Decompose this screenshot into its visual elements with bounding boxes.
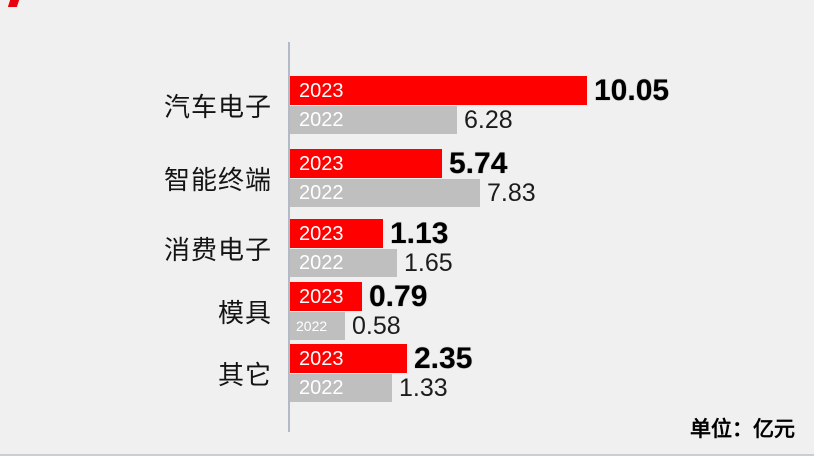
bar-pair: 2023 10.05 2022 6.28: [290, 73, 670, 134]
bar-2022: 2022: [290, 249, 397, 277]
bar-2023: 2023: [290, 219, 383, 248]
bar-year-label-2022: 2022: [299, 182, 344, 204]
category-group: 其它 2023 2.35 2022 1.33: [0, 341, 814, 402]
category-group: 消费电子 2023 1.13 2022 1.65: [0, 216, 814, 277]
bar-year-label-2023: 2023: [299, 152, 344, 175]
category-label: 智能终端: [163, 164, 272, 195]
bar-2023: 2023: [290, 149, 442, 178]
bar-year-label-2022: 2022: [299, 109, 344, 131]
category-group: 汽车电子 2023 10.05 2022 6.28: [0, 73, 814, 134]
value-label-2023: 10.05: [594, 73, 670, 107]
category-group: 模具 2023 0.79 2022 0.58: [0, 279, 814, 340]
bar-pair: 2023 0.79 2022 0.58: [290, 279, 428, 340]
category-group: 智能终端 2023 5.74 2022 7.83: [0, 146, 814, 207]
bar-2023: 2023: [290, 76, 587, 105]
category-label: 模具: [217, 297, 272, 328]
unit-label: 单位：亿元: [690, 418, 795, 441]
value-label-2022: 1.33: [399, 373, 448, 402]
bar-year-label-2022: 2022: [299, 252, 344, 274]
bar-year-label-2023: 2023: [299, 347, 344, 370]
bar-2022: 2022: [290, 374, 392, 402]
bar-row-2022: 2022 6.28: [290, 106, 669, 134]
category-label: 其它: [217, 359, 272, 390]
value-label-2022: 7.83: [487, 178, 536, 207]
bar-2023: 2023: [290, 282, 362, 311]
bar-row-2022: 2022 1.65: [290, 249, 453, 277]
bar-row-2023: 2023 2.35: [290, 341, 473, 375]
value-label-2022: 6.28: [464, 105, 513, 134]
category-label: 消费电子: [163, 234, 272, 265]
value-label-2023: 5.74: [449, 146, 508, 180]
bar-row-2022: 2022 7.83: [290, 179, 536, 207]
bar-2022: 2022: [290, 106, 457, 134]
value-label-2023: 2.35: [414, 341, 473, 375]
bar-2022: 2022: [290, 312, 345, 340]
bar-year-label-2023: 2023: [299, 222, 344, 245]
bar-year-label-2023: 2023: [299, 285, 344, 308]
bar-2023: 2023: [290, 344, 407, 373]
bar-pair: 2023 2.35 2022 1.33: [290, 341, 473, 402]
value-label-2022: 0.58: [352, 311, 401, 340]
bar-row-2023: 2023 10.05: [290, 73, 670, 107]
value-label-2022: 1.65: [404, 248, 453, 277]
bar-pair: 2023 1.13 2022 1.65: [290, 216, 453, 277]
bar-row-2022: 2022 0.58: [290, 312, 427, 340]
bar-row-2022: 2022 1.33: [290, 374, 472, 402]
bar-row-2023: 2023 1.13: [290, 216, 453, 250]
category-label: 汽车电子: [163, 91, 272, 122]
bar-year-label-2022: 2022: [299, 377, 344, 399]
bar-year-label-2023: 2023: [299, 79, 344, 102]
bar-row-2023: 2023 0.79: [290, 279, 428, 313]
bar-pair: 2023 5.74 2022 7.83: [290, 146, 536, 207]
y-axis-line: [288, 42, 290, 432]
value-label-2023: 1.13: [390, 216, 449, 250]
bar-row-2023: 2023 5.74: [290, 146, 536, 180]
value-label-2023: 0.79: [369, 279, 428, 313]
bar-year-label-2022: 2022: [296, 318, 328, 334]
bar-2022: 2022: [290, 179, 480, 207]
